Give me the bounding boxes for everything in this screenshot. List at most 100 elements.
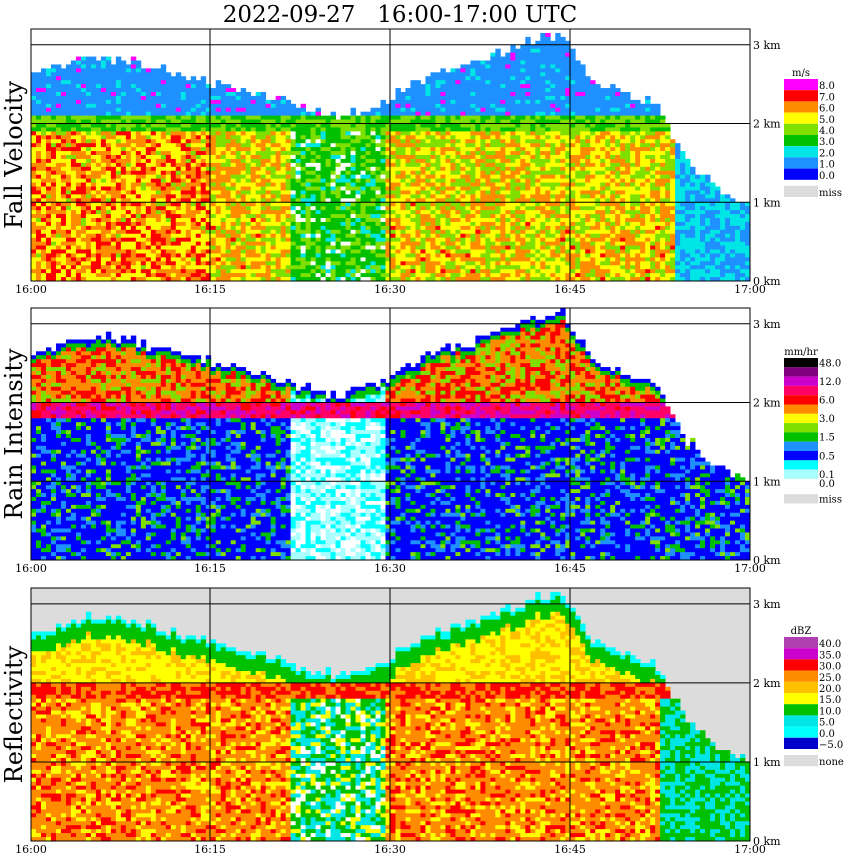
data-cell [240, 253, 247, 258]
data-cell [445, 273, 451, 278]
data-cell [605, 147, 611, 152]
data-cell [605, 237, 611, 243]
data-cell [120, 351, 127, 356]
data-cell [505, 249, 511, 258]
data-cell [570, 210, 576, 223]
data-cell [555, 32, 561, 69]
data-cell [455, 249, 461, 254]
data-cell [40, 512, 47, 525]
data-cell [215, 245, 222, 254]
data-cell [510, 170, 516, 180]
data-cell [245, 182, 252, 187]
data-cell [80, 497, 87, 506]
data-cell [295, 162, 302, 168]
data-cell [80, 131, 87, 136]
data-cell [225, 186, 232, 191]
data-cell [35, 351, 42, 356]
data-cell [590, 186, 596, 191]
data-cell [255, 182, 262, 187]
data-cell [205, 155, 212, 164]
data-cell [270, 225, 277, 231]
data-cell [345, 170, 351, 176]
data-cell [170, 237, 177, 243]
data-cell [475, 261, 481, 266]
data-cell [625, 119, 631, 132]
data-cell [65, 155, 72, 160]
data-cell [450, 245, 456, 250]
data-cell [600, 170, 606, 176]
data-cell [470, 76, 476, 93]
data-cell [85, 378, 92, 392]
data-cell [95, 60, 102, 85]
data-cell [85, 351, 92, 356]
data-cell [350, 131, 356, 136]
data-cell [460, 162, 466, 168]
data-cell [100, 414, 107, 419]
data-cell [540, 229, 546, 235]
data-cell [60, 390, 67, 396]
data-cell [180, 170, 187, 176]
data-cell [570, 198, 576, 211]
data-cell [660, 127, 666, 132]
data-cell [45, 504, 52, 522]
data-cell [100, 186, 107, 191]
data-cell [660, 186, 666, 199]
data-cell [330, 245, 336, 250]
data-cell [170, 206, 177, 211]
data-cell [475, 178, 481, 187]
data-cell [640, 214, 646, 219]
data-cell [95, 382, 102, 396]
data-cell [555, 206, 561, 215]
data-cell [155, 206, 162, 211]
data-cell [65, 477, 72, 482]
data-cell [60, 445, 67, 462]
data-cell [650, 245, 656, 250]
data-cell [75, 465, 82, 470]
data-cell [375, 190, 381, 195]
data-cell [640, 225, 646, 231]
data-cell [355, 143, 361, 176]
data-cell [465, 261, 471, 266]
data-cell [115, 261, 122, 266]
data-cell [140, 68, 147, 93]
data-cell [290, 103, 297, 117]
data-cell [225, 233, 232, 239]
data-cell [460, 269, 466, 278]
data-cell [350, 257, 356, 266]
data-field [31, 308, 751, 561]
data-cell [550, 68, 556, 85]
data-cell [175, 174, 182, 180]
data-cell [250, 158, 257, 164]
data-cell [100, 139, 107, 148]
data-cell [215, 206, 222, 215]
data-cell [615, 92, 621, 97]
data-cell [570, 139, 576, 144]
data-cell [465, 115, 471, 128]
data-cell [465, 166, 471, 172]
data-cell [105, 473, 112, 478]
data-cell [135, 151, 142, 156]
data-cell [340, 170, 346, 176]
data-cell [330, 186, 336, 191]
data-cell [415, 147, 421, 152]
data-cell [150, 194, 157, 199]
data-cell [555, 214, 561, 219]
data-cell [520, 221, 526, 227]
data-cell [115, 371, 122, 376]
data-cell [110, 536, 117, 541]
data-cell [385, 135, 391, 140]
data-cell [40, 229, 47, 235]
data-cell [590, 218, 596, 227]
data-cell [90, 64, 97, 69]
data-cell [455, 190, 461, 195]
data-cell [95, 115, 102, 128]
data-cell [570, 143, 576, 148]
data-cell [85, 178, 92, 183]
data-cell [510, 123, 516, 128]
data-cell [90, 371, 97, 376]
data-cell [395, 155, 401, 160]
data-cell [105, 430, 112, 435]
data-cell [270, 103, 277, 109]
data-cell [585, 170, 591, 176]
data-cell [380, 178, 386, 183]
